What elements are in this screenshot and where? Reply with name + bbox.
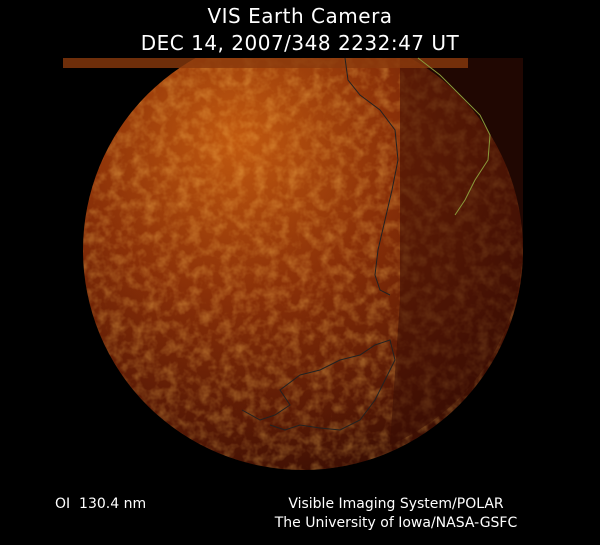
night-side <box>390 58 523 445</box>
title: VIS Earth Camera <box>207 4 392 28</box>
top-band <box>63 58 468 68</box>
antarctic-coastline <box>241 339 396 431</box>
coastline <box>344 57 399 296</box>
earth-disk <box>83 58 523 470</box>
coastline <box>417 57 491 216</box>
institution: The University of Iowa/NASA-GSFC <box>274 515 518 531</box>
instrument: Visible Imaging System/POLAR <box>288 496 504 512</box>
timestamp: DEC 14, 2007/348 2232:47 UT <box>141 31 460 55</box>
wavelength: OI 130.4 nm <box>55 496 146 512</box>
